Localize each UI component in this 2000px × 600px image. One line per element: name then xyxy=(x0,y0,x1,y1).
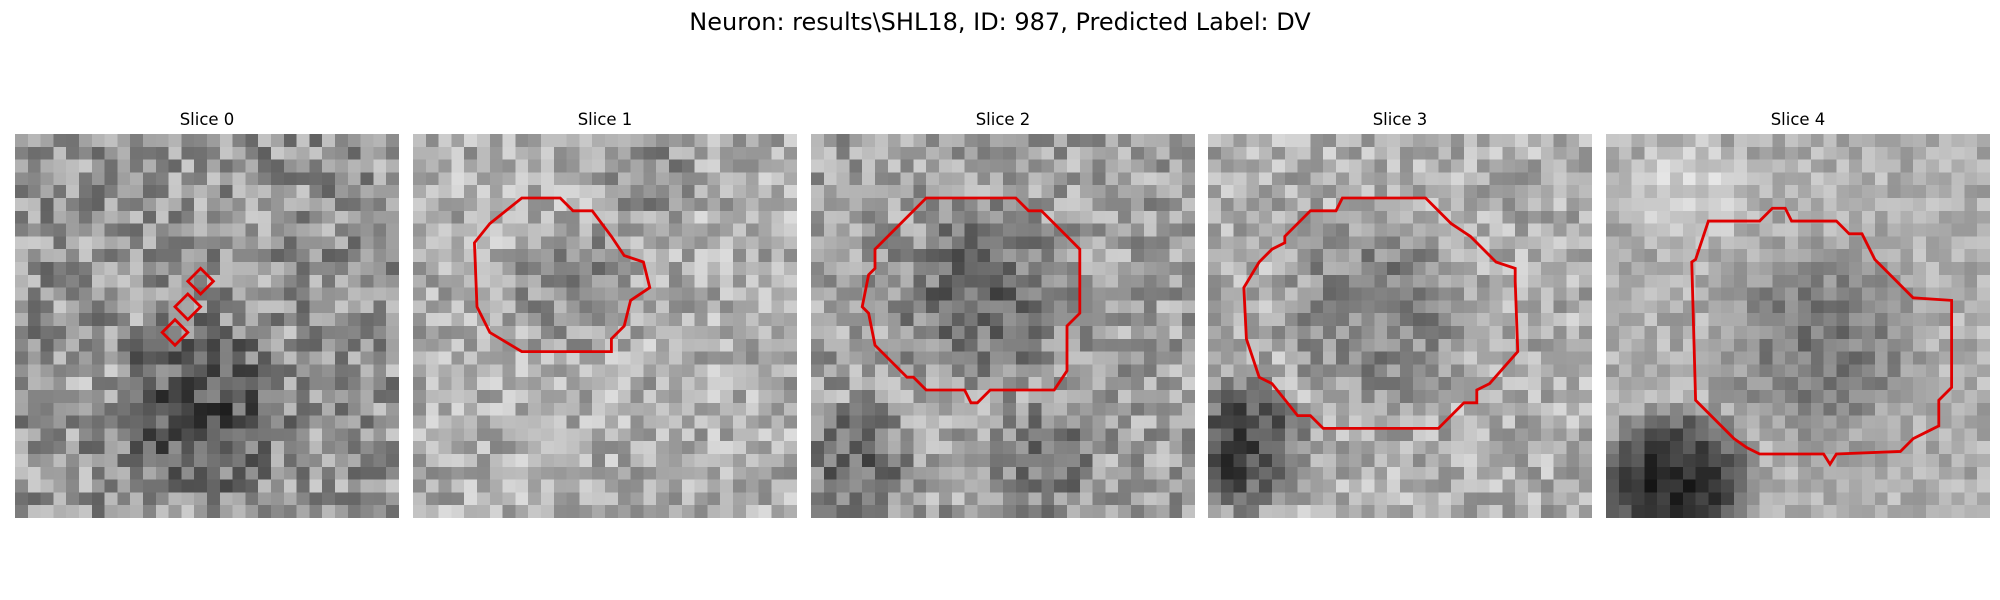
roi-contour-slice-2 xyxy=(860,196,1082,405)
slice-panel-3: Slice 3 xyxy=(1208,108,1592,518)
slice-title-1: Slice 1 xyxy=(577,110,633,129)
roi-contour-path-4 xyxy=(1690,206,1954,467)
figure-title: Neuron: results\SHL18, ID: 987, Predicte… xyxy=(689,8,1311,36)
microscopy-slice-0 xyxy=(15,134,399,518)
roi-contour-path-2 xyxy=(860,196,1082,405)
slice-title-0: Slice 0 xyxy=(179,110,235,129)
slice-panel-4: Slice 4 xyxy=(1606,108,1990,518)
slice-title-2: Slice 2 xyxy=(975,110,1031,129)
slice-title-4: Slice 4 xyxy=(1770,110,1826,129)
slice-panel-2: Slice 2 xyxy=(811,108,1195,518)
slice-panel-0: Slice 0 xyxy=(15,108,399,518)
slice-panel-1: Slice 1 xyxy=(413,108,797,518)
roi-contour-slice-1 xyxy=(473,196,652,354)
microscopy-slice-1 xyxy=(413,134,797,518)
roi-contour-path-3 xyxy=(1242,196,1520,430)
roi-contour-path-1 xyxy=(473,196,652,354)
roi-markers-slice-0 xyxy=(160,266,216,348)
roi-contour-slice-4 xyxy=(1690,206,1954,467)
roi-contour-path-0 xyxy=(160,266,216,348)
slice-title-3: Slice 3 xyxy=(1372,110,1428,129)
roi-contour-slice-3 xyxy=(1242,196,1520,430)
